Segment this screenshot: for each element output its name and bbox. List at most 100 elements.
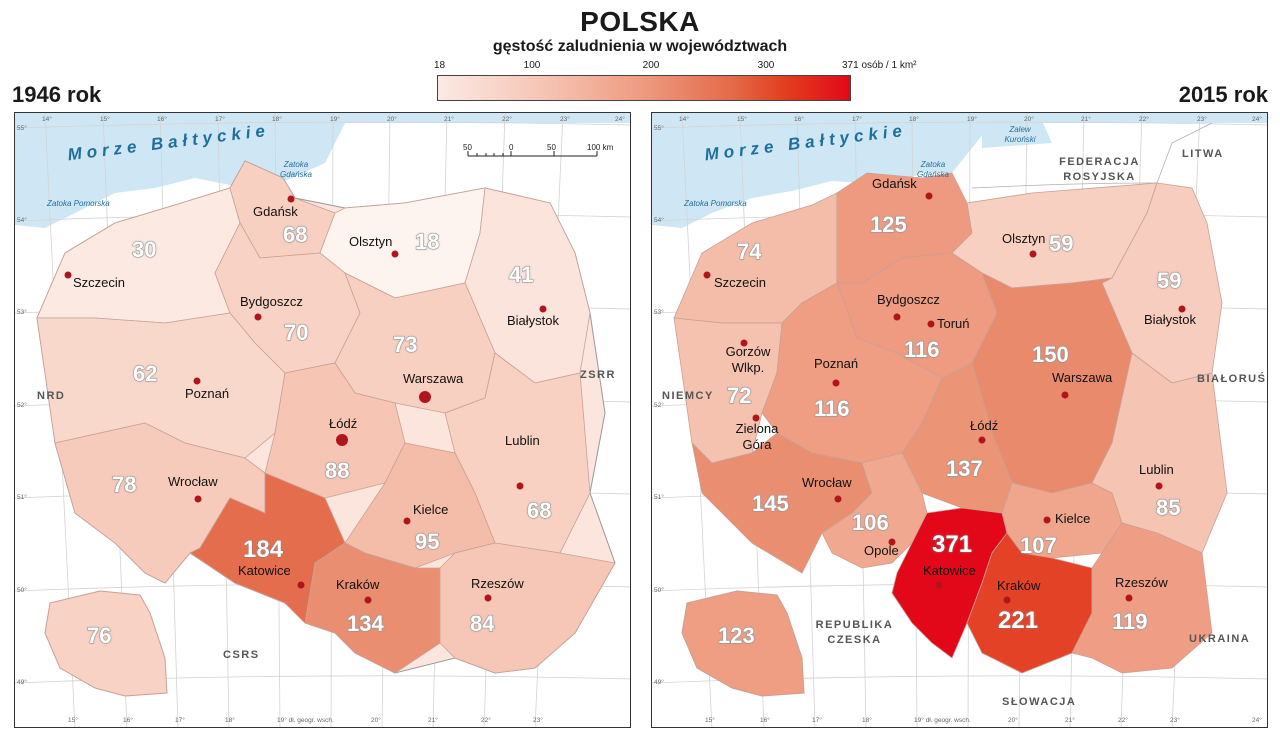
city-label: Bydgoszcz [240, 294, 303, 309]
map-1946: Morze Bałtyckie Zatoka Pomorska Zatoka G… [14, 112, 631, 728]
density-value: 59 [1156, 268, 1182, 294]
density-value: 145 [752, 491, 790, 517]
density-value: 85 [1155, 495, 1181, 521]
legend-max-unit: 371 osób / 1 km² [842, 60, 917, 71]
lon-label: 22° [1118, 717, 1128, 724]
density-value: 18 [414, 229, 440, 255]
lon-label: 21° [1081, 116, 1091, 123]
lat-label: 55° [17, 125, 27, 132]
lon-label: 23° [1197, 116, 1207, 123]
city-label: Warszawa [403, 371, 464, 386]
city-label: Bydgoszcz [877, 292, 940, 307]
lon-label: 19° [330, 116, 340, 123]
density-value: 70 [283, 320, 309, 346]
city-label: Lublin [505, 433, 540, 448]
density-value: 184 [243, 536, 284, 564]
lagoon-label: Zalew Kuroński [1004, 125, 1036, 144]
city-label: Białystok [1144, 312, 1197, 327]
city-label: Poznań [185, 386, 230, 401]
density-value: 134 [347, 611, 385, 637]
density-legend: 18 100 200 300 371 osób / 1 km² [434, 58, 916, 104]
lon-label: 18° [909, 116, 919, 123]
region-lubuskie [673, 317, 783, 464]
lon-label: 17° [175, 717, 185, 724]
density-value: 125 [870, 212, 908, 238]
density-value: 150 [1032, 342, 1070, 368]
map-1946-canvas [15, 113, 630, 727]
city-label: Poznań [814, 356, 859, 371]
city-label: Warszawa [1052, 370, 1113, 385]
country-label-south: CSRS [223, 649, 260, 661]
map-title: POLSKA [580, 6, 700, 37]
density-value: 72 [726, 383, 752, 409]
city-label: Gorzów Wlkp. [725, 344, 771, 375]
border-russia [971, 182, 1158, 189]
city-label: Katowice [238, 563, 291, 578]
density-value: 95 [414, 529, 440, 555]
density-value: 137 [946, 456, 984, 482]
legend-tick: 18 [434, 60, 446, 71]
lon-label: 20° [371, 717, 381, 724]
lat-label: 49° [17, 679, 27, 686]
country-label-czechia: REPUBLIKA CZESKA [815, 619, 894, 646]
lon-label: 22° [1139, 116, 1149, 123]
lat-label: 52° [17, 402, 27, 409]
country-label-germany: NIEMCY [662, 390, 714, 402]
lon-label: 24° [1252, 717, 1262, 724]
density-value: 68 [282, 222, 308, 248]
lat-label: 49° [654, 679, 664, 686]
map-2015: Morze Bałtyckie Zatoka Pomorska Zatoka G… [651, 112, 1268, 728]
lon-label: 18° [862, 717, 872, 724]
density-value: 119 [1112, 609, 1148, 635]
lat-label: 52° [654, 402, 664, 409]
density-value: 116 [814, 396, 850, 422]
country-label-east: ZSRR [580, 369, 616, 381]
density-value: 123 [718, 623, 756, 649]
lat-label: 55° [654, 125, 664, 132]
city-label: Kraków [336, 577, 380, 592]
lon-label: 16° [794, 116, 804, 123]
city-label: Toruń [937, 316, 970, 331]
lat-label: 50° [654, 587, 664, 594]
lat-label: 51° [17, 494, 27, 501]
region-podkarpackie [1071, 522, 1213, 674]
lon-label: 20° [1024, 116, 1034, 123]
legend-tick: 100 [523, 60, 541, 71]
lon-label: 20° [387, 116, 397, 123]
density-value: 41 [508, 262, 534, 288]
city-label: Rzeszów [471, 576, 524, 591]
lon-label: 23° [1170, 717, 1180, 724]
city-label: Opole [864, 543, 899, 558]
region-opolskie [821, 452, 928, 569]
lon-label: 17° [215, 116, 225, 123]
lon-label: 14° [42, 116, 52, 123]
legend-tick: 300 [757, 60, 775, 71]
density-value: 84 [469, 611, 495, 637]
city-label: Gdańsk [253, 204, 298, 219]
density-value: 116 [904, 337, 940, 363]
scale-tick-label: 100 km [587, 143, 614, 152]
map-2015-canvas [652, 113, 1267, 727]
inset-poland-outline [681, 590, 805, 697]
lon-label: 16° [123, 717, 133, 724]
density-value: 30 [131, 237, 157, 263]
density-value: 106 [852, 510, 890, 536]
city-label: Rzeszów [1115, 575, 1168, 590]
gulf-gdanska-label: Zatoka Gdańska [916, 160, 950, 179]
lon-label: 21° [1065, 717, 1075, 724]
lon-label: 17° [852, 116, 862, 123]
density-value: 68 [526, 498, 552, 524]
year-2015-label: 2015 rok [1178, 82, 1268, 107]
city-label: Kielce [413, 502, 449, 517]
city-label: Gdańsk [872, 176, 917, 191]
lon-label: 15° [68, 717, 78, 724]
country-label-west: NRD [37, 390, 66, 402]
gulf-pomorska-label: Zatoka Pomorska [47, 199, 110, 208]
density-value: 76 [86, 623, 112, 649]
lon-label: 21° [444, 116, 454, 123]
lon-label: 24° [615, 116, 625, 123]
city-label: Kielce [1055, 511, 1091, 526]
scale-tick-label: 50 [547, 143, 556, 152]
lon-label: 21° [428, 717, 438, 724]
lon-label: 18° [225, 717, 235, 724]
